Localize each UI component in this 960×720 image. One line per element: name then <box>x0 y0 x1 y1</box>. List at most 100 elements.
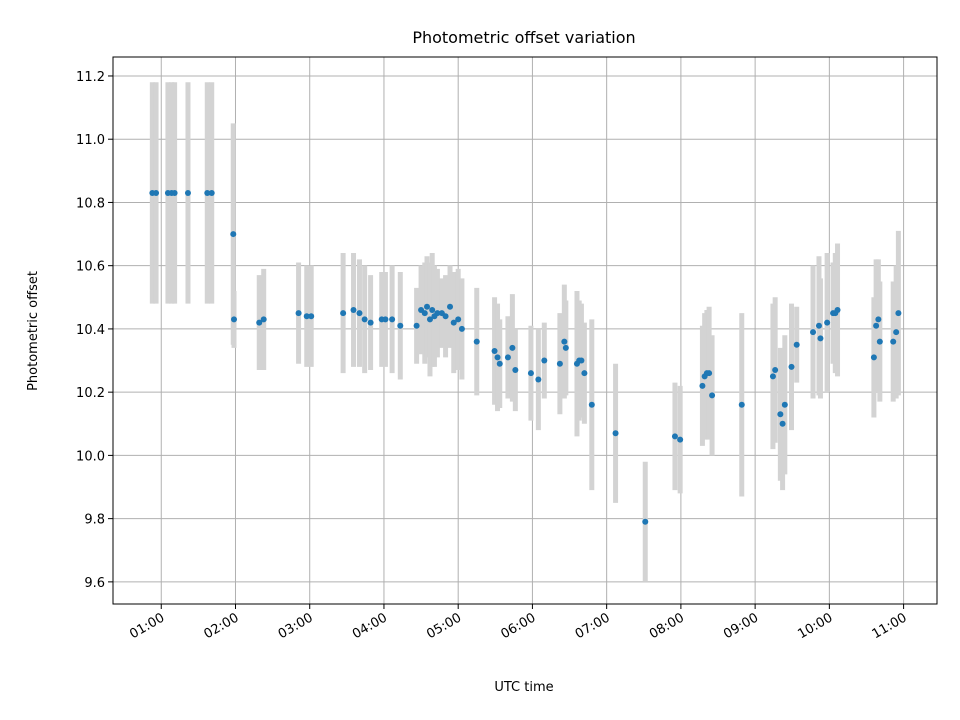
data-point <box>512 367 519 374</box>
data-point <box>231 316 238 323</box>
data-point <box>473 338 480 345</box>
data-point <box>556 360 563 367</box>
data-point <box>303 313 310 320</box>
data-point <box>793 341 800 348</box>
data-point <box>171 189 178 196</box>
data-point <box>562 344 569 351</box>
data-point <box>612 430 619 437</box>
y-tick-label: 10.6 <box>76 260 105 275</box>
data-point <box>450 319 457 326</box>
grid <box>113 57 937 604</box>
data-point <box>779 420 786 427</box>
chart-title: Photometric offset variation <box>412 28 635 47</box>
data-point <box>834 306 841 313</box>
x-tick-label: 05:00 <box>424 610 464 642</box>
data-point <box>389 316 396 323</box>
data-point <box>509 344 516 351</box>
data-point <box>455 316 462 323</box>
data-point <box>308 313 315 320</box>
y-tick-label: 10.8 <box>76 196 105 211</box>
data-point <box>429 306 436 313</box>
data-point <box>541 357 548 364</box>
data-point <box>810 329 817 336</box>
data-point <box>504 354 511 361</box>
data-point <box>153 189 160 196</box>
data-point <box>535 376 542 383</box>
x-tick-label: 03:00 <box>276 610 316 642</box>
x-tick-label: 10:00 <box>795 610 835 642</box>
data-point <box>496 360 503 367</box>
data-point <box>367 319 374 326</box>
x-tick-label: 09:00 <box>721 610 761 642</box>
data-point <box>208 189 215 196</box>
data-point <box>578 357 585 364</box>
data-point <box>895 310 902 317</box>
data-point <box>421 310 428 317</box>
x-tick-label: 02:00 <box>202 610 242 642</box>
data-point <box>890 338 897 345</box>
y-tick-label: 10.0 <box>76 449 105 464</box>
x-tick-label: 06:00 <box>498 610 538 642</box>
data-point <box>777 411 784 418</box>
data-point <box>382 316 389 323</box>
data-point <box>769 373 776 380</box>
data-point <box>361 316 368 323</box>
data-point <box>815 322 822 329</box>
data-point <box>561 338 568 345</box>
data-point <box>413 322 420 329</box>
data-point <box>397 322 404 329</box>
data-point <box>788 363 795 370</box>
data-point <box>581 370 588 377</box>
data-point <box>824 319 831 326</box>
data-point <box>204 189 211 196</box>
x-tick-label: 04:00 <box>350 610 390 642</box>
error-bars <box>149 82 901 582</box>
y-tick-label: 10.2 <box>76 386 105 401</box>
y-axis-label: Photometric offset <box>26 271 41 391</box>
data-point <box>738 401 745 408</box>
data-point <box>356 310 363 317</box>
data-point <box>340 310 347 317</box>
data-point <box>491 348 498 355</box>
x-tick-label: 08:00 <box>647 610 687 642</box>
data-point <box>870 354 877 361</box>
data-point <box>677 436 684 443</box>
data-point <box>875 316 882 323</box>
x-tick-label: 07:00 <box>573 610 613 642</box>
x-axis: 01:00 02:00 03:00 04:00 05:00 06:00 07:00 08:00… <box>127 604 910 642</box>
data-point <box>442 313 449 320</box>
data-point <box>184 189 191 196</box>
data-point <box>447 303 454 310</box>
data-point <box>426 316 433 323</box>
x-axis-label: UTC time <box>494 680 553 695</box>
plot-frame <box>112 56 938 605</box>
data-point <box>458 325 465 332</box>
data-point <box>893 329 900 336</box>
data-point <box>295 310 302 317</box>
data-point <box>706 370 713 377</box>
y-tick-label: 11.2 <box>76 70 105 85</box>
data-points <box>149 189 902 525</box>
data-point <box>350 306 357 313</box>
data-point <box>709 392 716 399</box>
data-point <box>256 319 263 326</box>
y-axis: 9.6 9.8 10.0 10.2 10.4 10.6 10.8 11.0 11.2 <box>76 70 113 591</box>
y-tick-label: 10.4 <box>76 323 105 338</box>
data-point <box>873 322 880 329</box>
data-point <box>434 310 441 317</box>
data-point <box>588 401 595 408</box>
data-point <box>772 367 779 374</box>
x-tick-label: 11:00 <box>870 610 910 642</box>
data-point <box>494 354 501 361</box>
data-point <box>527 370 534 377</box>
data-point <box>699 382 706 389</box>
data-point <box>424 303 431 310</box>
data-point <box>230 231 237 238</box>
y-tick-label: 11.0 <box>76 133 105 148</box>
data-point <box>817 335 824 342</box>
data-point <box>671 433 678 440</box>
data-point <box>781 401 788 408</box>
y-tick-label: 9.8 <box>84 513 105 528</box>
x-tick-label: 01:00 <box>127 610 167 642</box>
data-point <box>642 518 649 525</box>
